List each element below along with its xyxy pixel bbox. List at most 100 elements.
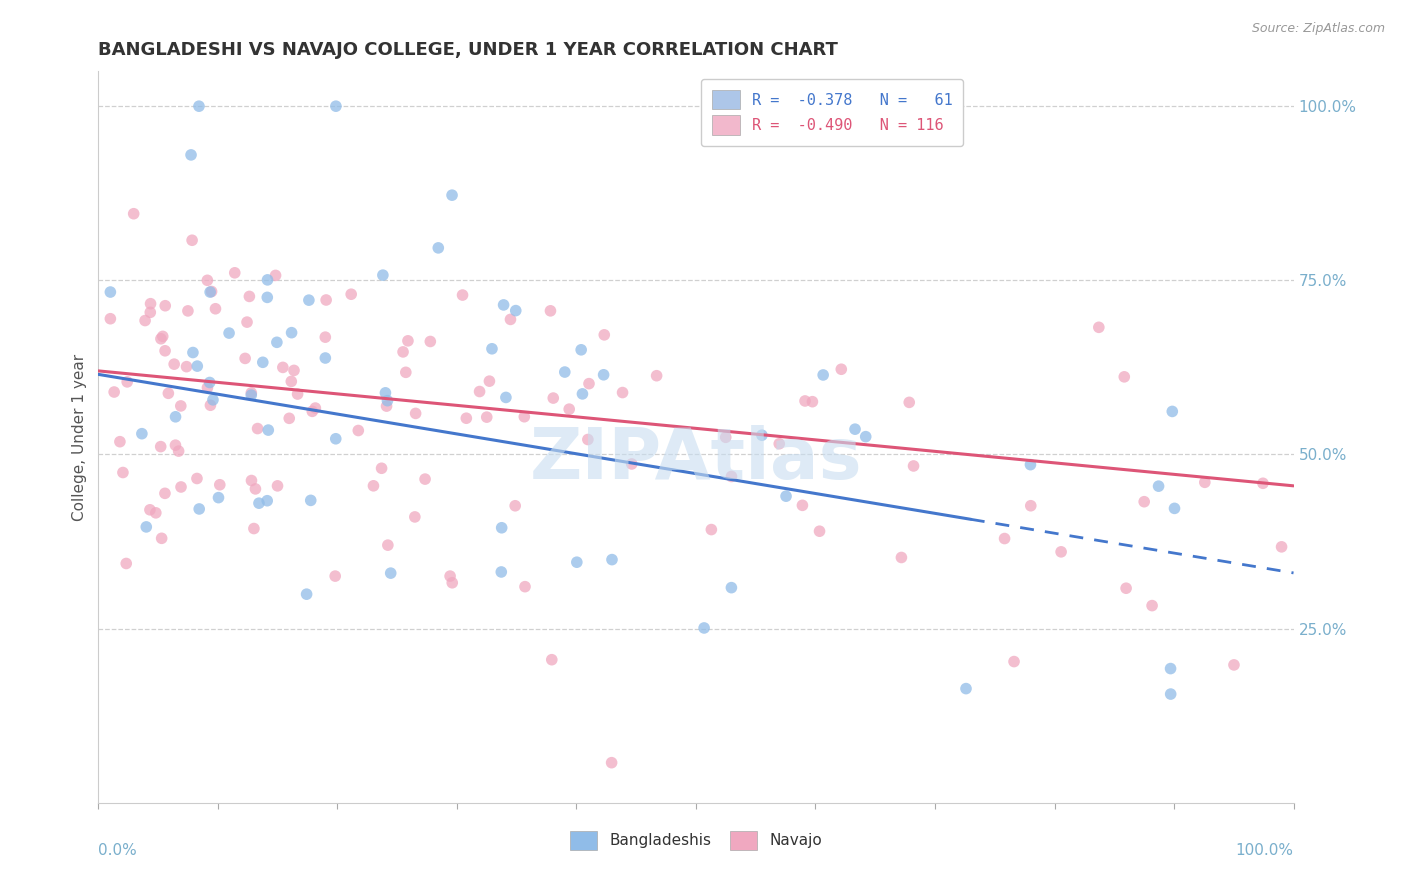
Point [153, 486, 176, 500]
Point [256, 290, 278, 304]
Point [167, 444, 190, 458]
Point [505, 303, 527, 318]
Point [157, 386, 180, 401]
Point [714, 430, 737, 444]
Point [198, 376, 221, 390]
Point [280, 326, 302, 340]
Point [315, 293, 337, 307]
Point [122, 207, 145, 221]
Point [246, 421, 269, 435]
Point [592, 368, 614, 382]
Point [768, 436, 790, 450]
Point [177, 304, 200, 318]
Point [115, 557, 138, 571]
Point [751, 428, 773, 442]
Point [898, 395, 921, 409]
Point [700, 523, 723, 537]
Point [314, 330, 336, 344]
Point [170, 399, 193, 413]
Point [794, 394, 817, 409]
Point [1133, 494, 1156, 508]
Point [186, 359, 208, 373]
Point [155, 299, 177, 313]
Point [541, 391, 564, 405]
Point [181, 345, 204, 359]
Point [1271, 540, 1294, 554]
Point [195, 273, 218, 287]
Point [243, 522, 266, 536]
Point [392, 345, 415, 359]
Point [152, 329, 174, 343]
Point [890, 550, 912, 565]
Point [720, 581, 742, 595]
Point [492, 298, 515, 312]
Point [163, 357, 186, 371]
Point [180, 148, 202, 162]
Point [830, 362, 852, 376]
Point [115, 375, 138, 389]
Point [149, 440, 172, 454]
Point [441, 575, 464, 590]
Point [413, 472, 436, 486]
Point [287, 387, 309, 401]
Point [111, 466, 134, 480]
Point [404, 510, 426, 524]
Point [301, 404, 323, 418]
Point [198, 285, 221, 299]
Point [439, 569, 461, 583]
Point [280, 375, 302, 389]
Point [323, 569, 346, 583]
Point [600, 756, 623, 770]
Point [201, 392, 224, 407]
Point [1140, 599, 1163, 613]
Legend: Bangladeshis, Navajo: Bangladeshis, Navajo [560, 820, 832, 861]
Point [240, 474, 263, 488]
Point [134, 313, 156, 327]
Point [135, 520, 157, 534]
Point [456, 411, 478, 425]
Point [808, 524, 831, 539]
Point [150, 531, 173, 545]
Point [792, 499, 814, 513]
Text: 100.0%: 100.0% [1236, 843, 1294, 858]
Point [186, 471, 208, 485]
Point [1163, 501, 1185, 516]
Point [396, 334, 419, 348]
Point [238, 289, 260, 303]
Point [395, 365, 418, 379]
Point [844, 422, 866, 436]
Point [1019, 458, 1042, 472]
Point [264, 268, 287, 283]
Text: 0.0%: 0.0% [98, 843, 138, 858]
Point [298, 293, 321, 307]
Point [224, 266, 246, 280]
Point [98, 285, 122, 299]
Point [103, 384, 125, 399]
Point [513, 409, 536, 424]
Point [495, 391, 517, 405]
Point [955, 681, 977, 696]
Point [468, 384, 491, 399]
Point [693, 621, 716, 635]
Point [170, 480, 193, 494]
Point [405, 406, 427, 420]
Point [475, 410, 498, 425]
Point [240, 388, 263, 402]
Point [218, 326, 240, 340]
Point [207, 491, 229, 505]
Point [612, 385, 634, 400]
Point [775, 489, 797, 503]
Text: Source: ZipAtlas.com: Source: ZipAtlas.com [1251, 22, 1385, 36]
Point [491, 521, 513, 535]
Point [149, 332, 172, 346]
Point [252, 355, 274, 369]
Point [377, 393, 399, 408]
Point [236, 315, 259, 329]
Point [499, 312, 522, 326]
Point [377, 538, 399, 552]
Point [1223, 657, 1246, 672]
Point [370, 461, 392, 475]
Point [204, 301, 226, 316]
Point [200, 285, 222, 299]
Point [325, 99, 347, 113]
